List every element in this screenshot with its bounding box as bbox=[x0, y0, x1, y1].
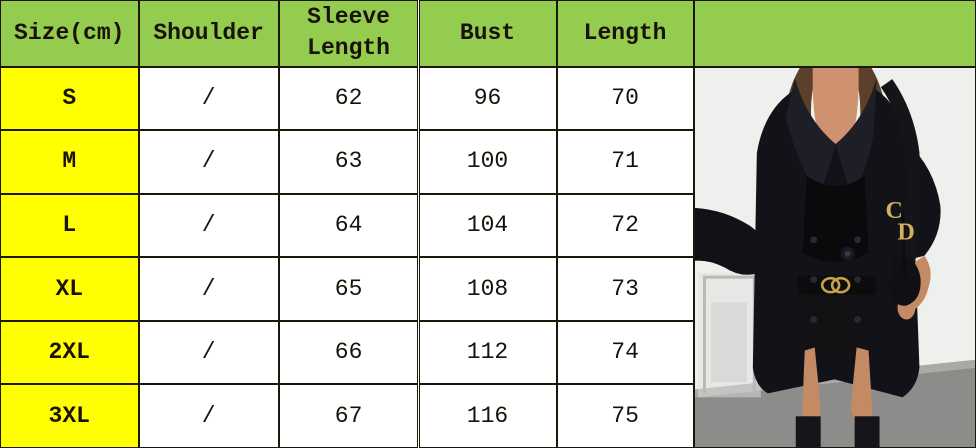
svg-text:D: D bbox=[897, 219, 914, 245]
